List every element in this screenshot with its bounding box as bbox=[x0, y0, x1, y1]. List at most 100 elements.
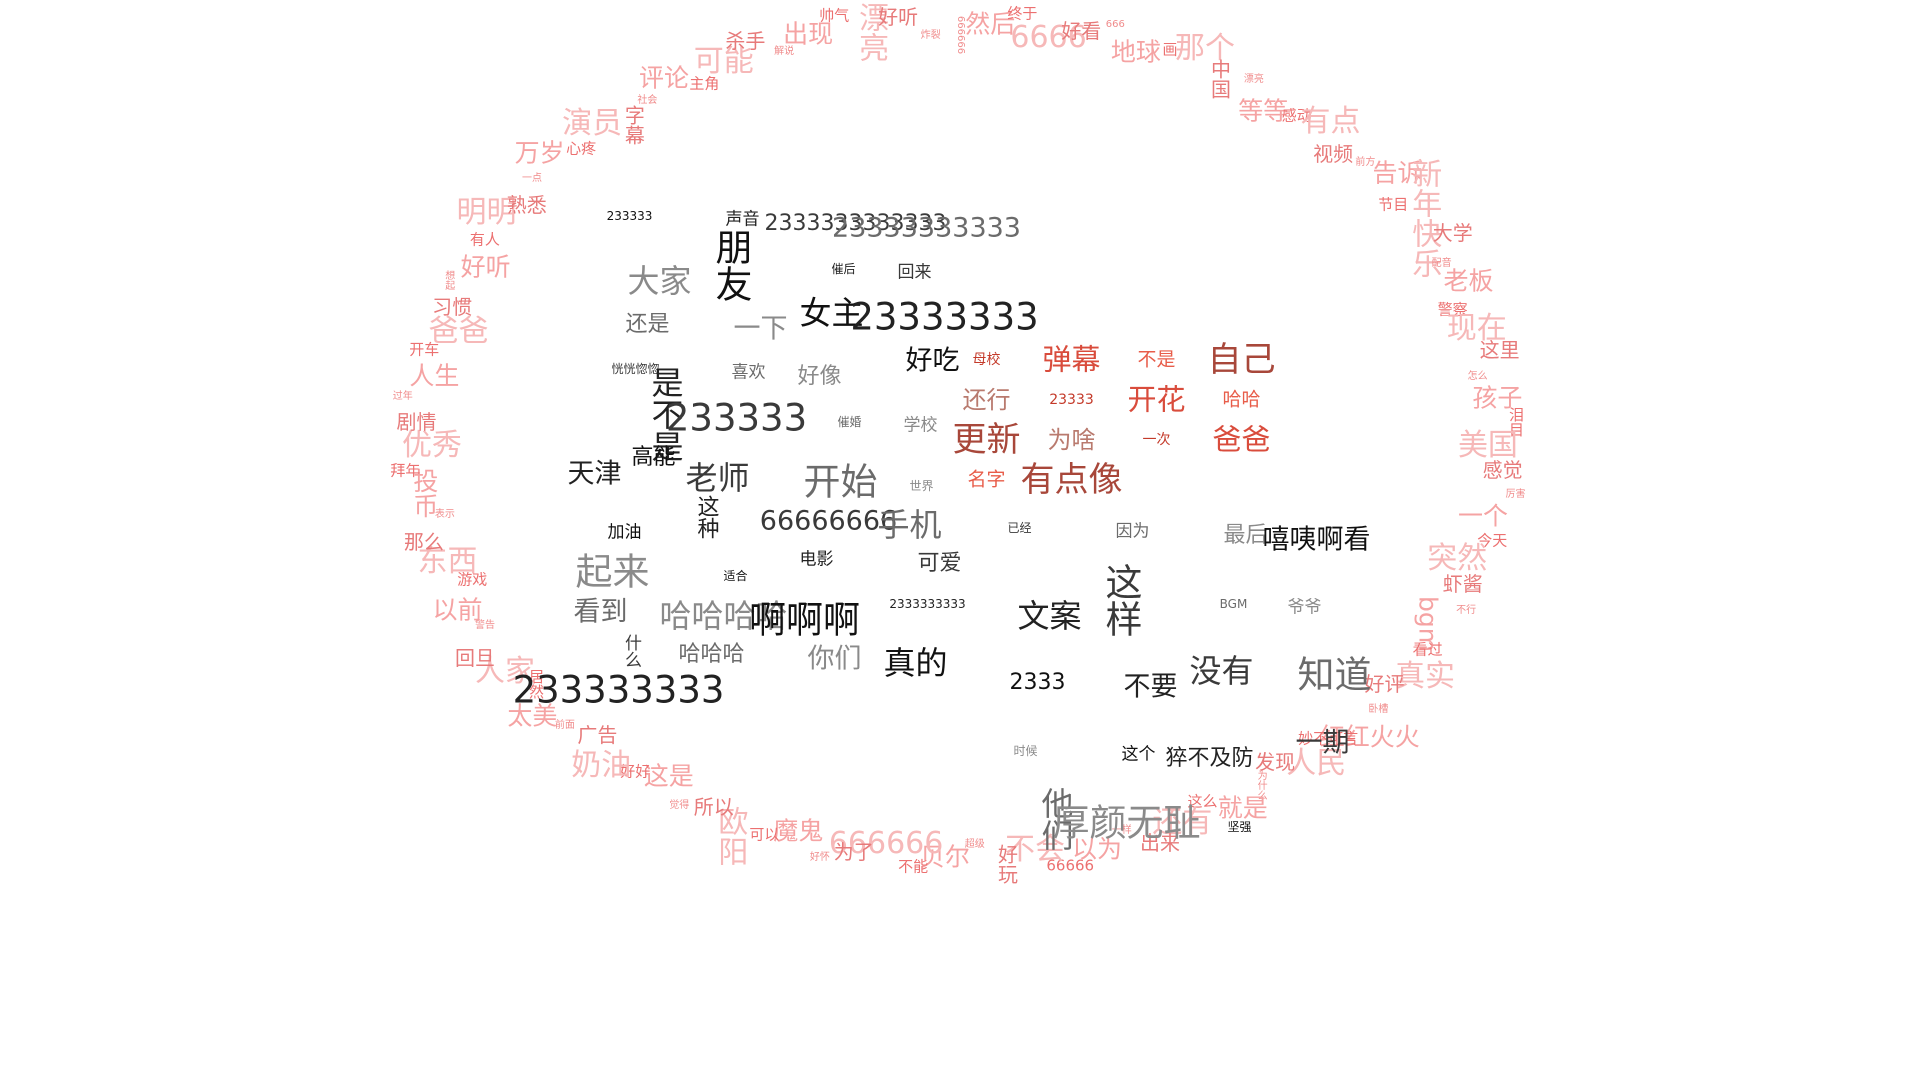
ring-word: 帅气 bbox=[819, 6, 850, 25]
dark-word: 世界 bbox=[909, 478, 934, 493]
red-word: 更新 bbox=[952, 420, 1021, 460]
ring-word: 人家 bbox=[475, 653, 536, 689]
ring-word: 前面 bbox=[554, 720, 575, 732]
dark-word: 一期 bbox=[1295, 727, 1350, 759]
ring-word: 开车 bbox=[409, 340, 440, 359]
dark-word: 23333333 bbox=[850, 295, 1039, 339]
red-word: 哈哈 bbox=[1222, 388, 1261, 411]
dark-word: 天津 bbox=[567, 458, 622, 490]
red-word: 有点像 bbox=[1020, 460, 1123, 500]
ring-word: 警察 bbox=[1437, 300, 1468, 319]
ring-word: 为了 bbox=[833, 839, 874, 864]
dark-word: 真的 bbox=[883, 644, 948, 682]
ring-word: 真实 bbox=[1395, 658, 1455, 694]
dark-word: 因为 bbox=[1115, 521, 1150, 542]
ring-word: 熟悉 bbox=[506, 193, 547, 218]
dark-word: 哈哈哈 bbox=[678, 642, 745, 667]
ring-word: 厉害 bbox=[1505, 489, 1526, 501]
ring-word: 觉得 bbox=[669, 799, 690, 811]
dark-word: 2333333333 bbox=[889, 596, 966, 611]
ring-word: 警告 bbox=[474, 620, 495, 632]
ring-word: 漂亮 bbox=[853, 1, 889, 62]
ring-word: 孩子 bbox=[1472, 383, 1523, 413]
ring-word: 好怀 bbox=[809, 852, 830, 864]
ring-word: 游戏 bbox=[457, 570, 488, 589]
ring-word: 东西 bbox=[417, 544, 478, 580]
red-word: 自己 bbox=[1207, 340, 1276, 380]
red-word: 不是 bbox=[1137, 348, 1176, 371]
dark-word: 老师 bbox=[685, 458, 750, 497]
dark-word: 催婚 bbox=[837, 414, 862, 429]
ring-word: 那么 bbox=[403, 530, 444, 555]
ring-word: 好好 bbox=[620, 762, 651, 781]
ring-word: bgm bbox=[1413, 595, 1443, 652]
dark-word: 好吃 bbox=[905, 345, 960, 377]
ring-word: 节目 bbox=[1378, 195, 1409, 214]
ring-word: 这么 bbox=[1187, 792, 1218, 811]
ring-word: 老板 bbox=[1443, 266, 1494, 296]
red-word: 开花 bbox=[1127, 382, 1186, 417]
ring-word: 666 bbox=[1105, 19, 1125, 31]
ring-word: 投币 bbox=[409, 468, 439, 519]
ring-word: 剧情 bbox=[396, 410, 437, 435]
ring-word: 有人 bbox=[469, 230, 500, 249]
ring-word: 666666 bbox=[828, 825, 944, 861]
ring-word: 可能 bbox=[693, 44, 754, 80]
ring-word: 感动 bbox=[1281, 106, 1312, 125]
dark-word: 朋友 bbox=[709, 227, 752, 302]
red-word: 23333 bbox=[1049, 392, 1094, 408]
ring-word: 中国 bbox=[1207, 58, 1232, 99]
ring-word: 好玩 bbox=[994, 844, 1019, 885]
ring-word: 广告 bbox=[577, 722, 618, 747]
ring-word: 一样 bbox=[1111, 825, 1132, 837]
ring-word: 不能 bbox=[898, 857, 929, 876]
dark-word: BGM bbox=[1219, 596, 1248, 611]
dark-word: 大家 bbox=[627, 261, 692, 300]
dark-word: 是不是 bbox=[646, 365, 685, 462]
ring-word: 看过 bbox=[1412, 640, 1443, 659]
ring-word: 前方 bbox=[1355, 156, 1376, 168]
ring-word: 社会 bbox=[637, 95, 658, 107]
dark-word: 坚强 bbox=[1227, 819, 1252, 834]
ring-word: 还有 bbox=[1152, 804, 1213, 840]
ring-word: 这里 bbox=[1479, 337, 1520, 362]
ring-word: 然后 bbox=[965, 9, 1016, 39]
ring-word: 贝尔 bbox=[919, 842, 970, 872]
red-word: 为啥 bbox=[1047, 426, 1096, 454]
dark-word: 猝不及防 bbox=[1165, 745, 1254, 771]
ring-word: 为什么 bbox=[1255, 770, 1267, 801]
ring-word: 就是 bbox=[1217, 793, 1268, 823]
ring-word: 红红火火 bbox=[1319, 722, 1420, 752]
ring-word: 6666 bbox=[1010, 19, 1087, 55]
dark-word: 已经 bbox=[1007, 520, 1032, 535]
dark-word: 2333333333333 bbox=[764, 211, 947, 237]
dark-word: 好像 bbox=[797, 364, 842, 390]
ring-word: 地球 bbox=[1110, 37, 1161, 67]
ring-word: 人生 bbox=[409, 361, 460, 391]
ring-word: 告诉 bbox=[1372, 158, 1423, 188]
ring-word: 欧阳 bbox=[712, 806, 748, 867]
ring-word: 优秀 bbox=[402, 427, 463, 463]
ring-word: 出现 bbox=[783, 19, 834, 49]
dark-word: 知道 bbox=[1297, 653, 1372, 697]
red-word: 一次 bbox=[1142, 432, 1171, 448]
dark-word: 没有 bbox=[1189, 652, 1254, 691]
ring-word: 配音 bbox=[1431, 258, 1452, 270]
dark-word: 厚颜无耻 bbox=[1052, 801, 1201, 844]
dark-word: 66666666 bbox=[759, 505, 898, 537]
ring-word: 突然 bbox=[1427, 540, 1488, 576]
dark-word: 起来 bbox=[575, 550, 650, 594]
dark-word: 233333333 bbox=[512, 668, 725, 712]
red-word: 名字 bbox=[967, 468, 1006, 491]
ring-word: 超级 bbox=[964, 838, 985, 850]
dark-word: 啊啊啊 bbox=[749, 598, 860, 642]
ring-word: 那个 bbox=[1175, 30, 1235, 66]
ring-word: 发现 bbox=[1255, 750, 1296, 775]
ring-word: 妙不可言 bbox=[1298, 729, 1359, 748]
ring-word: 炸裂 bbox=[920, 29, 941, 41]
dark-word: 学校 bbox=[903, 415, 938, 435]
red-word: 还行 bbox=[962, 386, 1011, 414]
dark-word: 适合 bbox=[723, 569, 748, 584]
ring-word: 主角 bbox=[689, 74, 720, 93]
ring-word: 可以 bbox=[749, 825, 780, 844]
